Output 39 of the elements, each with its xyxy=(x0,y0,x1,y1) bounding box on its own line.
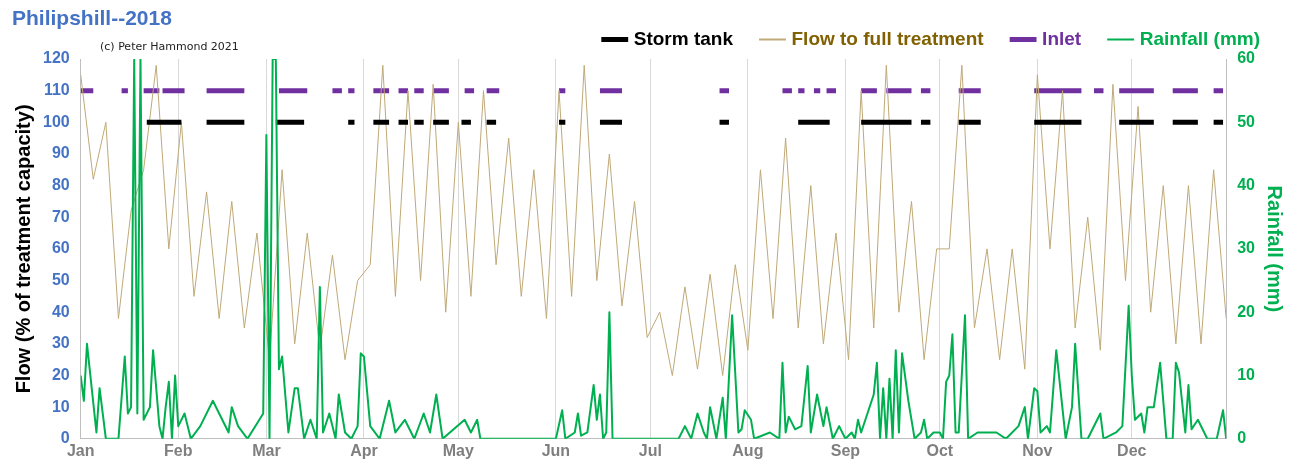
legend-label: Inlet xyxy=(1042,27,1082,49)
legend-label: Rainfall (mm) xyxy=(1139,27,1261,49)
y2-tick-label: 30 xyxy=(1237,239,1256,257)
x-tick-label: Jun xyxy=(541,441,571,459)
x-tick-label: Nov xyxy=(1022,441,1053,459)
y-tick-label: 120 xyxy=(42,49,70,67)
y-tick-label: 100 xyxy=(42,112,70,130)
x-tick-label: Oct xyxy=(926,441,954,459)
y-tick-label: 90 xyxy=(51,144,70,162)
y-tick-label: 80 xyxy=(51,176,70,194)
x-tick-label: Sep xyxy=(830,441,861,459)
y-tick-label: 30 xyxy=(51,334,70,352)
y2-tick-label: 10 xyxy=(1237,365,1256,383)
y2-tick-label: 50 xyxy=(1237,112,1256,130)
chart-title: Philipshill--2018 xyxy=(12,6,172,30)
y2-tick-label: 40 xyxy=(1237,176,1256,194)
x-tick-label: Jul xyxy=(638,441,662,459)
x-tick-label: Aug xyxy=(732,441,764,459)
text: (c) Peter Hammond 2021 xyxy=(100,40,239,53)
y-axis-title: Flow (% of treatment capacity) xyxy=(11,104,34,394)
y-tick-label: 10 xyxy=(51,397,70,415)
y2-tick-label: 0 xyxy=(1237,429,1247,447)
y-tick-label: 40 xyxy=(51,302,70,320)
y-tick-label: 0 xyxy=(60,429,70,447)
y-tick-label: 50 xyxy=(51,270,70,288)
legend-label: Storm tank xyxy=(633,27,734,49)
x-tick-label: Feb xyxy=(164,441,193,459)
x-tick-label: Mar xyxy=(252,441,281,459)
y-tick-label: 70 xyxy=(51,207,70,225)
x-tick-label: Dec xyxy=(1117,441,1147,459)
x-tick-label: May xyxy=(442,441,474,459)
y-tick-label: 20 xyxy=(51,365,70,383)
y2-tick-label: 60 xyxy=(1237,49,1256,67)
y2-tick-label: 20 xyxy=(1237,302,1256,320)
legend-label: Flow to full treatment xyxy=(791,27,985,49)
y-tick-label: 60 xyxy=(51,239,70,257)
y-tick-label: 110 xyxy=(43,81,70,99)
x-tick-label: Apr xyxy=(350,441,378,459)
y2-axis-title: Rainfall (mm) xyxy=(1264,185,1287,313)
